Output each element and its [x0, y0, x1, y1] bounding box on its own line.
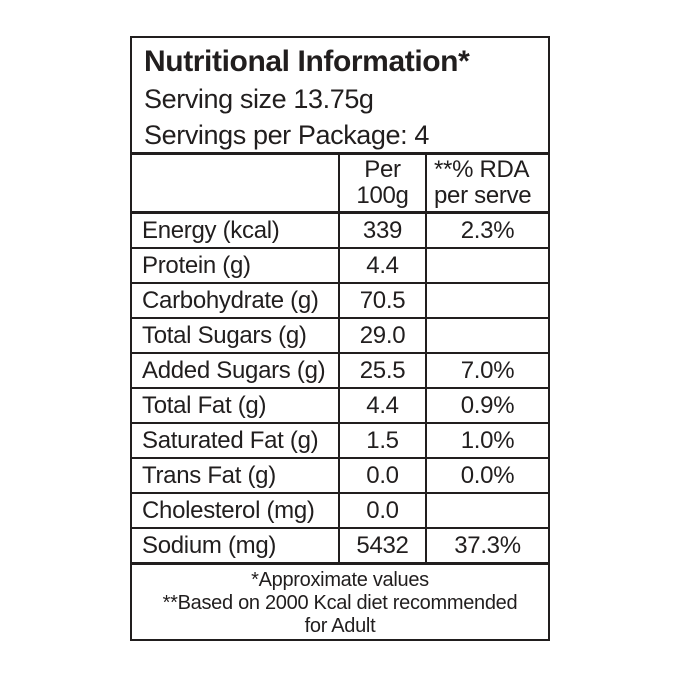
rda-value: 37.3%: [425, 529, 548, 562]
table-row: Cholesterol (mg) 0.0: [132, 492, 548, 527]
rda-value: [425, 249, 548, 282]
table-row: Total Fat (g) 4.4 0.9%: [132, 387, 548, 422]
per-100g-value: 0.0: [338, 494, 425, 527]
per-100g-value: 5432: [338, 529, 425, 562]
nutrient-label: Sodium (mg): [142, 531, 277, 559]
rda-value: [425, 494, 548, 527]
nutrient-label: Protein (g): [142, 251, 251, 279]
per-100g-value: 339: [338, 214, 425, 247]
per-100g-value: 25.5: [338, 354, 425, 387]
table-row: Energy (kcal) 339 2.3%: [132, 214, 548, 247]
per-100g-value: 0.0: [338, 459, 425, 492]
nutrition-table-body: Energy (kcal) 339 2.3% Protein (g) 4.4 C…: [132, 214, 548, 562]
nutrient-label: Total Fat (g): [142, 391, 267, 419]
footnotes: *Approximate values **Based on 2000 Kcal…: [132, 562, 548, 639]
rda-header-line1: **% RDA: [434, 156, 530, 183]
nutrition-title: Nutritional Information*: [144, 45, 470, 78]
nutrition-header: Nutritional Information* Serving size 13…: [132, 38, 548, 155]
rda-header-line2: per serve: [434, 182, 532, 209]
nutrition-facts-panel: Nutritional Information* Serving size 13…: [130, 36, 550, 641]
rda-value: [425, 284, 548, 317]
per-100g-header-line1: Per: [364, 156, 401, 183]
rda-value: 7.0%: [425, 354, 548, 387]
table-row: Total Sugars (g) 29.0: [132, 317, 548, 352]
table-row: Added Sugars (g) 25.5 7.0%: [132, 352, 548, 387]
table-row: Trans Fat (g) 0.0 0.0%: [132, 457, 548, 492]
nutrient-label: Saturated Fat (g): [142, 426, 319, 454]
per-100g-value: 1.5: [338, 424, 425, 457]
nutrient-label: Added Sugars (g): [142, 356, 326, 384]
nutrient-label: Carbohydrate (g): [142, 286, 319, 314]
table-row: Protein (g) 4.4: [132, 247, 548, 282]
table-row: Saturated Fat (g) 1.5 1.0%: [132, 422, 548, 457]
nutrient-label: Cholesterol (mg): [142, 496, 315, 524]
nutrient-label: Trans Fat (g): [142, 461, 276, 489]
serving-size-text: Serving size 13.75g: [144, 84, 374, 114]
table-row: Sodium (mg) 5432 37.3%: [132, 527, 548, 562]
per-100g-header-line2: 100g: [356, 182, 409, 209]
nutrient-label: Total Sugars (g): [142, 321, 307, 349]
per-100g-value: 70.5: [338, 284, 425, 317]
nutrient-label: Energy (kcal): [142, 216, 280, 244]
rda-value: 0.0%: [425, 459, 548, 492]
rda-value: 1.0%: [425, 424, 548, 457]
table-row: Carbohydrate (g) 70.5: [132, 282, 548, 317]
rda-value: 0.9%: [425, 389, 548, 422]
per-100g-column-header: Per 100g: [338, 155, 425, 211]
rda-value: [425, 319, 548, 352]
nutrient-column-header: [132, 155, 338, 211]
servings-per-package-text: Servings per Package: 4: [144, 120, 429, 150]
footnote-approximate-values: *Approximate values: [251, 569, 429, 591]
footnote-rda-basis-continued: for Adult: [304, 615, 376, 637]
rda-column-header: **% RDA per serve: [425, 155, 548, 211]
rda-value: 2.3%: [425, 214, 548, 247]
table-header-row: Per 100g **% RDA per serve: [132, 155, 548, 214]
per-100g-value: 4.4: [338, 389, 425, 422]
per-100g-value: 4.4: [338, 249, 425, 282]
per-100g-value: 29.0: [338, 319, 425, 352]
footnote-rda-basis: **Based on 2000 Kcal diet recommended: [162, 592, 518, 614]
